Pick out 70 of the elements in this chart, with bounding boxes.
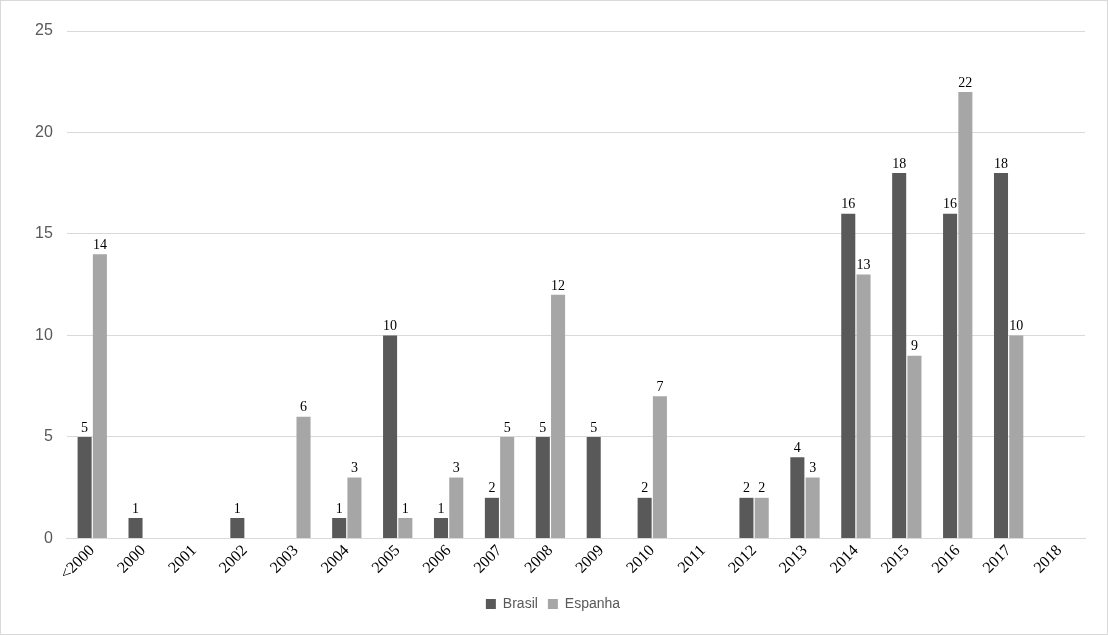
- data-label: 3: [809, 460, 817, 476]
- bar: [841, 213, 856, 538]
- data-label: 18: [892, 155, 907, 171]
- data-label: 12: [551, 277, 566, 293]
- bar: [230, 518, 245, 538]
- data-label: 2: [641, 480, 649, 496]
- data-label: 1: [335, 500, 343, 516]
- bar: [398, 518, 413, 538]
- y-tick-label: 5: [43, 427, 53, 445]
- bar: [652, 396, 667, 538]
- data-label: 16: [943, 196, 958, 212]
- data-label: 1: [132, 500, 140, 516]
- y-tick-label: 20: [35, 122, 53, 140]
- data-label: 5: [81, 419, 89, 435]
- bar: [739, 497, 754, 538]
- data-label: 7: [656, 379, 664, 395]
- data-label: 10: [1009, 318, 1024, 334]
- data-label: 3: [452, 460, 460, 476]
- bar: [296, 416, 311, 538]
- bar: [754, 497, 769, 538]
- bar: [856, 274, 871, 538]
- x-tick-label: 2011: [674, 541, 709, 576]
- bar: [551, 294, 566, 538]
- bar: [433, 518, 449, 538]
- y-tick-label: 25: [35, 21, 53, 39]
- bar: [383, 335, 398, 538]
- bar: [586, 436, 601, 538]
- bar: [347, 477, 362, 538]
- x-tick-label: 2001: [164, 541, 200, 576]
- data-label: 22: [958, 74, 973, 90]
- data-label: 5: [503, 419, 511, 435]
- bar: [484, 497, 499, 538]
- data-label: 3: [350, 460, 358, 476]
- bar: [943, 213, 958, 538]
- bar: [128, 518, 143, 538]
- legend-label: Espanha: [564, 594, 621, 611]
- y-tick-label: 10: [35, 325, 53, 343]
- legend-label: Brasil: [502, 594, 538, 611]
- data-label: 5: [590, 419, 598, 435]
- data-label: 6: [300, 399, 308, 415]
- bar: [77, 436, 92, 538]
- bar: [332, 518, 347, 538]
- bar: [1009, 335, 1024, 538]
- bar: [92, 254, 107, 538]
- data-label: 2: [742, 480, 750, 496]
- bar: [500, 436, 515, 538]
- data-label: 4: [793, 439, 801, 455]
- data-label: 16: [841, 196, 856, 212]
- bar: [637, 497, 652, 538]
- data-label: 9: [910, 338, 918, 354]
- bar: [907, 355, 922, 538]
- data-label: 2: [488, 480, 496, 496]
- data-label: 1: [233, 500, 241, 516]
- bar: [449, 477, 464, 538]
- data-label: 1: [401, 500, 409, 516]
- data-label: 1: [437, 500, 445, 516]
- y-tick-label: 15: [35, 224, 53, 242]
- data-label: 14: [92, 236, 107, 252]
- data-label: 10: [383, 318, 398, 334]
- bar: [993, 173, 1009, 538]
- data-label: 18: [994, 155, 1008, 171]
- bar: [805, 477, 820, 538]
- data-label: 13: [856, 257, 871, 273]
- bar: [958, 91, 973, 538]
- bar: [535, 436, 550, 538]
- y-tick-label: 0: [43, 528, 53, 546]
- data-label: 2: [758, 480, 766, 496]
- bar: [790, 457, 805, 538]
- data-label: 5: [539, 419, 547, 435]
- bar: [892, 173, 907, 538]
